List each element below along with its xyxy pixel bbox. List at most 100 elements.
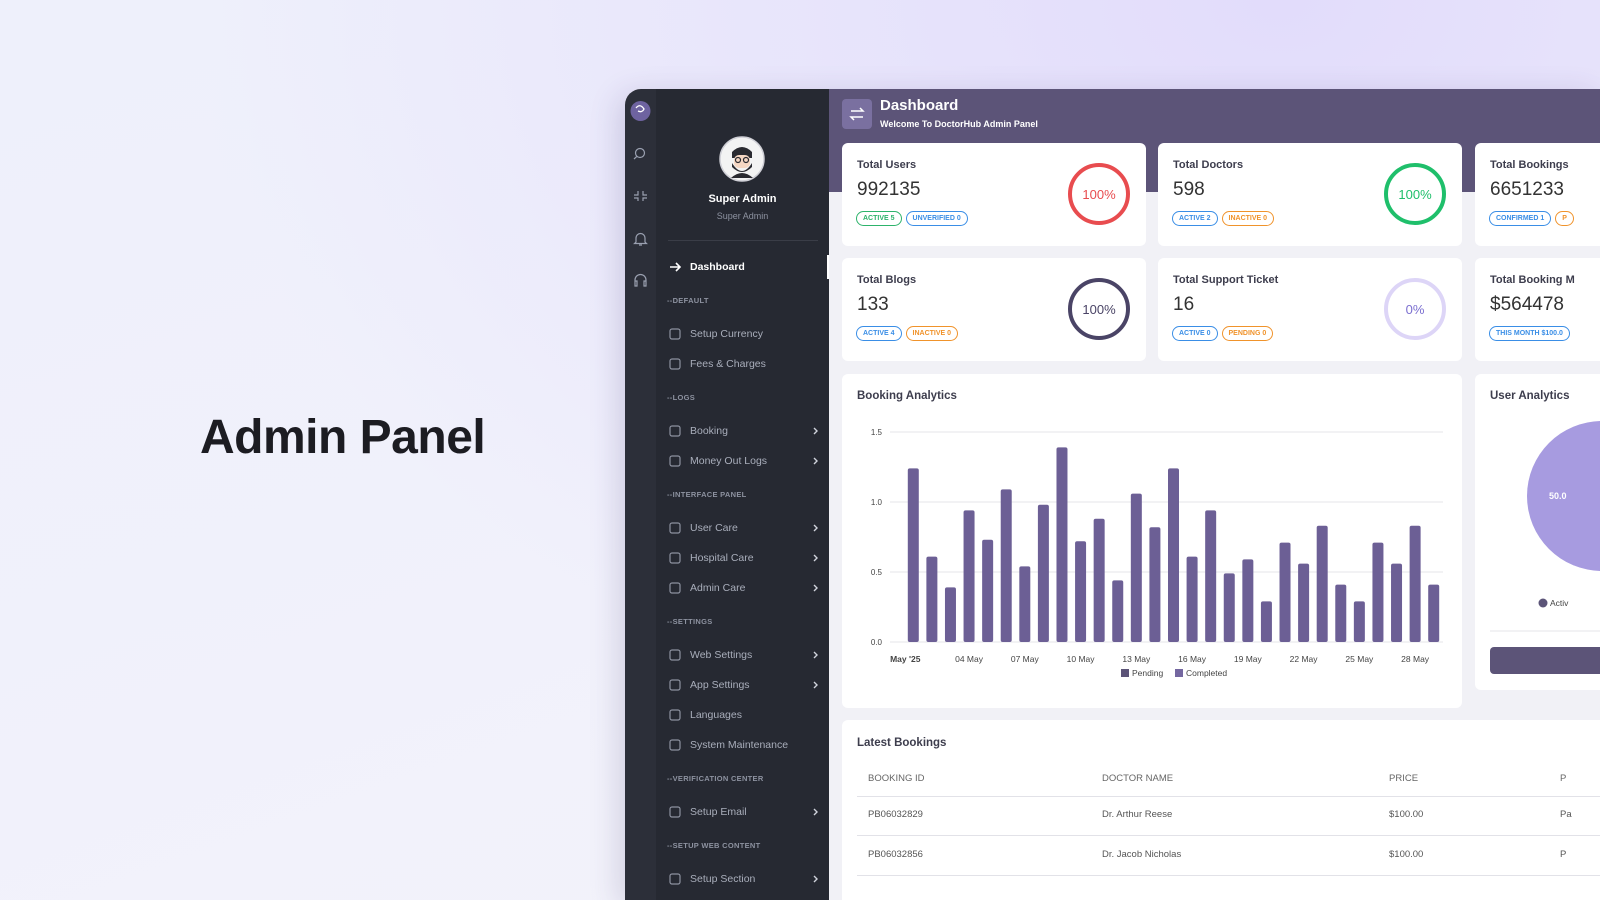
chevron-shape bbox=[813, 681, 818, 689]
nav-item[interactable]: Dashboard bbox=[656, 257, 829, 277]
nav-item[interactable]: Setup Section bbox=[656, 869, 829, 889]
badge-row: THIS MONTH $100.0 bbox=[1489, 326, 1570, 341]
bar bbox=[1075, 541, 1087, 642]
nav-item[interactable]: Money Out Logs bbox=[656, 451, 829, 471]
nav-label: Booking bbox=[690, 425, 728, 437]
nav-label: System Maintenance bbox=[690, 739, 789, 751]
bar bbox=[1186, 556, 1198, 642]
ring-label: 0% bbox=[1406, 302, 1425, 317]
bar bbox=[1019, 566, 1031, 642]
chevron bbox=[813, 681, 818, 689]
nav-item[interactable]: System Maintenance bbox=[656, 735, 829, 755]
table-cell: P bbox=[1560, 849, 1567, 860]
badge-row: ACTIVE 0 PENDING 0 bbox=[1172, 326, 1274, 341]
ring bbox=[1068, 163, 1130, 225]
bar bbox=[1298, 563, 1310, 642]
stat-card: Total Users 992135 ACTIVE 5 UNVERIFIED 0 100… bbox=[842, 143, 1146, 246]
nav-item[interactable]: Hospital Care bbox=[656, 548, 829, 568]
chevron-shape bbox=[813, 554, 818, 562]
bar bbox=[1372, 542, 1384, 642]
nav-label: Hospital Care bbox=[690, 552, 754, 564]
badge-row: ACTIVE 2 INACTIVE 0 bbox=[1172, 211, 1275, 226]
arrow bbox=[670, 262, 682, 272]
bar bbox=[1149, 527, 1161, 642]
stat-card: Total Booking M $564478 THIS MONTH $100.0 bbox=[1475, 258, 1600, 361]
progress-ring: 100% bbox=[1068, 163, 1130, 225]
badge: UNVERIFIED 0 bbox=[905, 211, 968, 226]
table-cell: Dr. Jacob Nicholas bbox=[1102, 849, 1182, 860]
icon-shape bbox=[669, 522, 681, 534]
bar bbox=[1316, 525, 1328, 642]
legend-label: Completed bbox=[1186, 668, 1227, 678]
divider bbox=[668, 240, 818, 241]
badge: INACTIVE 0 bbox=[1221, 211, 1275, 226]
active-indicator bbox=[827, 255, 829, 279]
x-tick-label: 13 May bbox=[1122, 654, 1151, 664]
nav-label: Setup Email bbox=[690, 806, 747, 818]
table-cell: Dr. Arthur Reese bbox=[1102, 809, 1173, 820]
card-title: Latest Bookings bbox=[857, 737, 947, 749]
pie-label: 50.0 bbox=[1549, 491, 1567, 501]
bar bbox=[1409, 525, 1421, 642]
nav-icon bbox=[669, 358, 681, 370]
icon-shape bbox=[669, 455, 681, 467]
badge-row: ACTIVE 4 INACTIVE 0 bbox=[856, 326, 959, 341]
header-subtitle: Welcome To DoctorHub Admin Panel bbox=[880, 119, 1038, 129]
nav-item[interactable]: Admin Care bbox=[656, 578, 829, 598]
card-title: Total Bookings bbox=[1490, 159, 1569, 171]
table-cell: Pa bbox=[1560, 809, 1572, 820]
bar bbox=[1168, 468, 1179, 642]
card-title: User Analytics bbox=[1490, 390, 1570, 402]
card-value: $564478 bbox=[1490, 294, 1564, 315]
bar bbox=[926, 556, 938, 642]
nav-icon bbox=[669, 455, 681, 467]
nav-label: Languages bbox=[690, 709, 742, 721]
nav-section-title: --VERIFICATION CENTER bbox=[667, 774, 764, 783]
nav-item[interactable]: User Care bbox=[656, 518, 829, 538]
ring bbox=[1384, 163, 1446, 225]
x-tick-label: 25 May bbox=[1345, 654, 1374, 664]
progress-ring: 0% bbox=[1384, 278, 1446, 340]
nav-section-title: --INTERFACE PANEL bbox=[667, 490, 747, 499]
profile-role: Super Admin bbox=[716, 211, 769, 221]
card-value: 6651233 bbox=[1490, 179, 1564, 200]
bar bbox=[1000, 489, 1012, 642]
pie-slice bbox=[1527, 421, 1600, 571]
table-card: Latest Bookings BOOKING ID DOCTOR NAME PRIC… bbox=[842, 720, 1600, 900]
toggle-button[interactable] bbox=[842, 99, 872, 129]
bar bbox=[1205, 510, 1217, 642]
nav-item[interactable]: App Settings bbox=[656, 675, 829, 695]
x-tick-label: 28 May bbox=[1401, 654, 1430, 664]
chevron bbox=[813, 427, 818, 435]
chevron-shape bbox=[813, 427, 818, 435]
sidebar: Super Admin Super Admin Dashboard --DEFAU… bbox=[656, 89, 829, 900]
nav-item[interactable]: Languages bbox=[656, 705, 829, 725]
nav-item[interactable]: Setup Email bbox=[656, 802, 829, 822]
stat-card: Total Support Ticket 16 ACTIVE 0 PENDING 0 0… bbox=[1158, 258, 1462, 361]
nav-section-title: --DEFAULT bbox=[667, 296, 709, 305]
card-value: 992135 bbox=[857, 179, 921, 200]
nav-section-title: --SETTINGS bbox=[667, 617, 713, 626]
bar bbox=[1279, 542, 1291, 642]
nav-label: App Settings bbox=[690, 679, 750, 691]
icon-shape bbox=[669, 358, 681, 370]
chevron-shape bbox=[813, 808, 818, 816]
x-tick-label: 04 May bbox=[955, 654, 984, 664]
table-cell: PB06032856 bbox=[868, 849, 923, 860]
chevron bbox=[813, 524, 818, 532]
chart-card: Booking Analytics 0.0 0.5 1.0 1.5 May '25 04 M… bbox=[842, 374, 1462, 708]
badge: ACTIVE 2 bbox=[1172, 211, 1218, 226]
nav-item[interactable]: Web Settings bbox=[656, 645, 829, 665]
nav-item[interactable]: Fees & Charges bbox=[656, 354, 829, 374]
nav-item[interactable]: Setup Currency bbox=[656, 324, 829, 344]
badge: CONFIRMED 1 bbox=[1489, 211, 1552, 226]
card-title: Total Doctors bbox=[1173, 159, 1244, 171]
nav-item[interactable]: Booking bbox=[656, 421, 829, 441]
bar bbox=[963, 510, 975, 642]
chevron bbox=[813, 808, 818, 816]
nav-icon bbox=[669, 425, 681, 437]
badge: INACTIVE 0 bbox=[905, 326, 959, 341]
nav-icon bbox=[669, 709, 681, 721]
